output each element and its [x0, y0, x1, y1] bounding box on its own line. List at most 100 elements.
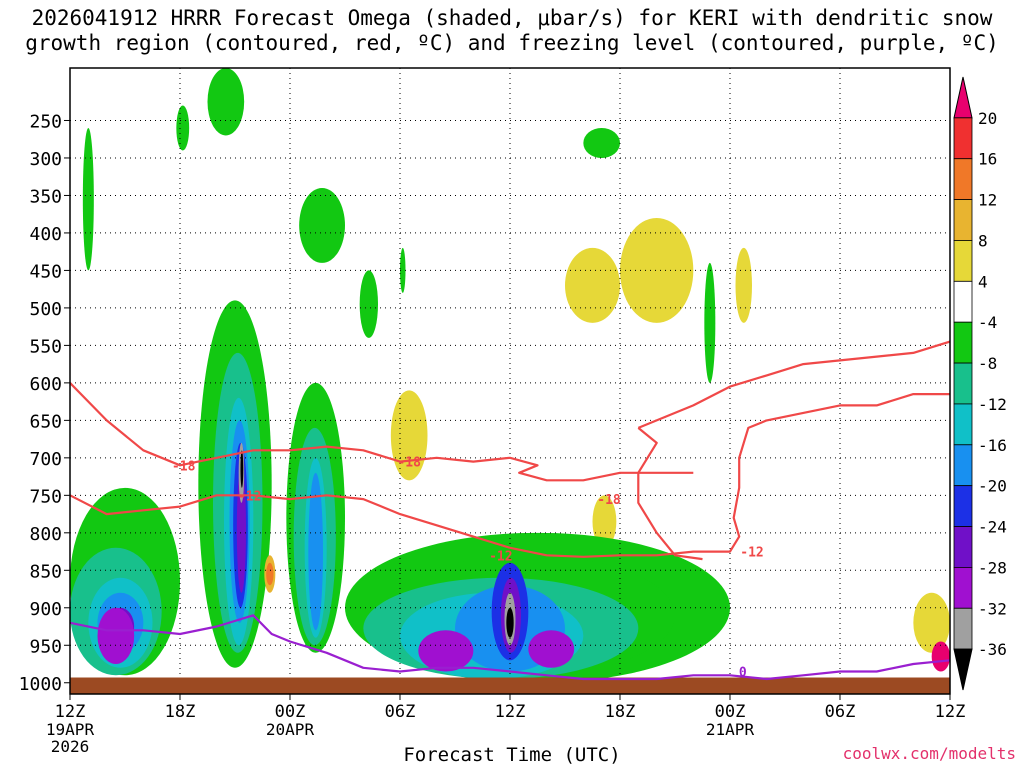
omega-region-28	[735, 247, 752, 323]
xtick-sublabel-36-0: 21APR	[706, 720, 755, 739]
contour-label-2: -12	[238, 489, 261, 504]
omega-region-32	[299, 187, 346, 263]
xtick-label-0: 12Z	[55, 702, 86, 722]
colorbar-arrow-bottom	[953, 648, 973, 691]
xtick-label-36: 00Z	[715, 702, 746, 722]
colorbar-arrow-top	[953, 76, 973, 119]
colorbar-swatch-9	[953, 444, 973, 487]
omega-region-12	[785, 135, 813, 181]
colorbar-label-5: -4	[978, 313, 997, 332]
contour-label-1: -18	[397, 456, 421, 471]
xtick-sublabel-12-0: 20APR	[266, 720, 315, 739]
ytick-label-350: 350	[29, 186, 62, 207]
contour-label-3: -12	[489, 549, 512, 564]
omega-region-0	[81, 277, 98, 353]
colorbar-label-6: -8	[978, 354, 997, 373]
colorbar-label-10: -24	[978, 518, 1007, 537]
omega-region-5	[326, 240, 437, 353]
ytick-label-500: 500	[29, 299, 62, 320]
ytick-label-400: 400	[29, 224, 62, 245]
dgz-contour-0	[70, 382, 694, 482]
omega-region-65	[506, 607, 514, 638]
omega-region-57	[236, 465, 247, 593]
colorbar-swatch-6	[953, 321, 973, 364]
ytick-label-800: 800	[29, 524, 62, 545]
omega-region-13	[812, 127, 868, 218]
colorbar-swatch-2	[953, 158, 973, 201]
colorbar-label-12: -32	[978, 599, 1007, 618]
ytick-label-550: 550	[29, 336, 62, 357]
omega-region-26	[592, 495, 617, 548]
omega-region-11	[720, 157, 804, 383]
omega-region-33	[359, 270, 379, 338]
colorbar-swatch-5	[953, 280, 973, 323]
omega-region-31	[207, 68, 245, 136]
ground-band	[70, 677, 950, 694]
omega-region-61	[528, 630, 575, 668]
ytick-label-250: 250	[29, 111, 62, 132]
omega-region-22	[840, 570, 877, 638]
colorbar-label-1: 16	[978, 150, 997, 169]
omega-region-23	[620, 217, 694, 323]
ytick-label-600: 600	[29, 374, 62, 395]
omega-region-3	[216, 157, 309, 256]
omega-region-60	[418, 630, 474, 672]
omega-region-4	[295, 135, 323, 188]
omega-region-18	[528, 457, 657, 556]
colorbar-swatch-4	[953, 240, 973, 282]
omega-region-30	[176, 105, 190, 151]
xtick-label-24: 12Z	[495, 702, 526, 722]
omega-region-24	[565, 247, 620, 323]
omega-region-35	[583, 127, 621, 158]
omega-region-29	[82, 127, 94, 271]
omega-region-67	[266, 562, 274, 586]
ytick-label-850: 850	[29, 561, 62, 582]
omega-region-8	[537, 82, 565, 113]
omega-region-6	[427, 195, 529, 368]
xtick-sublabel-0-1: 2026	[51, 737, 90, 756]
ytick-label-700: 700	[29, 449, 62, 470]
colorbar-label-8: -16	[978, 436, 1007, 455]
ytick-label-900: 900	[29, 599, 62, 620]
colorbar-label-7: -12	[978, 395, 1007, 414]
xtick-sublabel-0-0: 19APR	[46, 720, 95, 739]
omega-region-52	[308, 472, 323, 631]
ytick-label-750: 750	[29, 486, 62, 507]
colorbar-label-4: 4	[978, 272, 988, 291]
omega-region-34	[400, 247, 406, 293]
chart-title-line2: growth region (contoured, red, ºC) and f…	[25, 31, 999, 55]
contour-label-5: -18	[597, 493, 621, 508]
xtick-label-12: 00Z	[275, 702, 306, 722]
ytick-label-1000: 1000	[19, 674, 62, 695]
colorbar-swatch-10	[953, 485, 973, 527]
colorbar: 20 16 12 8 4 -4 -8 -12 -16 -20 -24 -28 -32 -36	[953, 76, 1007, 691]
omega-region-1	[125, 165, 199, 308]
colorbar-label-9: -20	[978, 477, 1007, 496]
omega-region-9	[565, 68, 602, 106]
dgz-contour-7	[637, 340, 950, 429]
credit-link[interactable]: coolwx.com/modelts	[842, 744, 1016, 763]
colorbar-swatch-8	[953, 403, 973, 446]
omega-region-68	[931, 641, 950, 672]
omega-region-64	[240, 450, 244, 488]
omega-shading	[70, 68, 950, 683]
colorbar-label-0: 20	[978, 109, 997, 128]
chart-title-line1: 2026041912 HRRR Forecast Omega (shaded, …	[31, 6, 993, 30]
omega-region-19	[620, 352, 730, 458]
colorbar-swatch-12	[953, 567, 973, 609]
dgz-contour-2	[70, 393, 950, 558]
contour-label-0: -18	[172, 459, 196, 474]
xtick-label-48: 12Z	[935, 702, 966, 722]
freezing-level-contour-8	[70, 614, 950, 681]
omega-region-36	[704, 262, 716, 383]
x-axis-title: Forecast Time (UTC)	[403, 744, 621, 766]
xtick-label-42: 06Z	[825, 702, 856, 722]
xtick-label-30: 18Z	[605, 702, 636, 722]
omega-region-15	[904, 120, 941, 211]
ytick-label-650: 650	[29, 411, 62, 432]
dgz-contour-6	[637, 427, 703, 561]
omega-region-59	[97, 607, 135, 665]
colorbar-label-13: -36	[978, 640, 1007, 659]
colorbar-label-3: 8	[978, 231, 988, 250]
ground	[70, 677, 950, 694]
